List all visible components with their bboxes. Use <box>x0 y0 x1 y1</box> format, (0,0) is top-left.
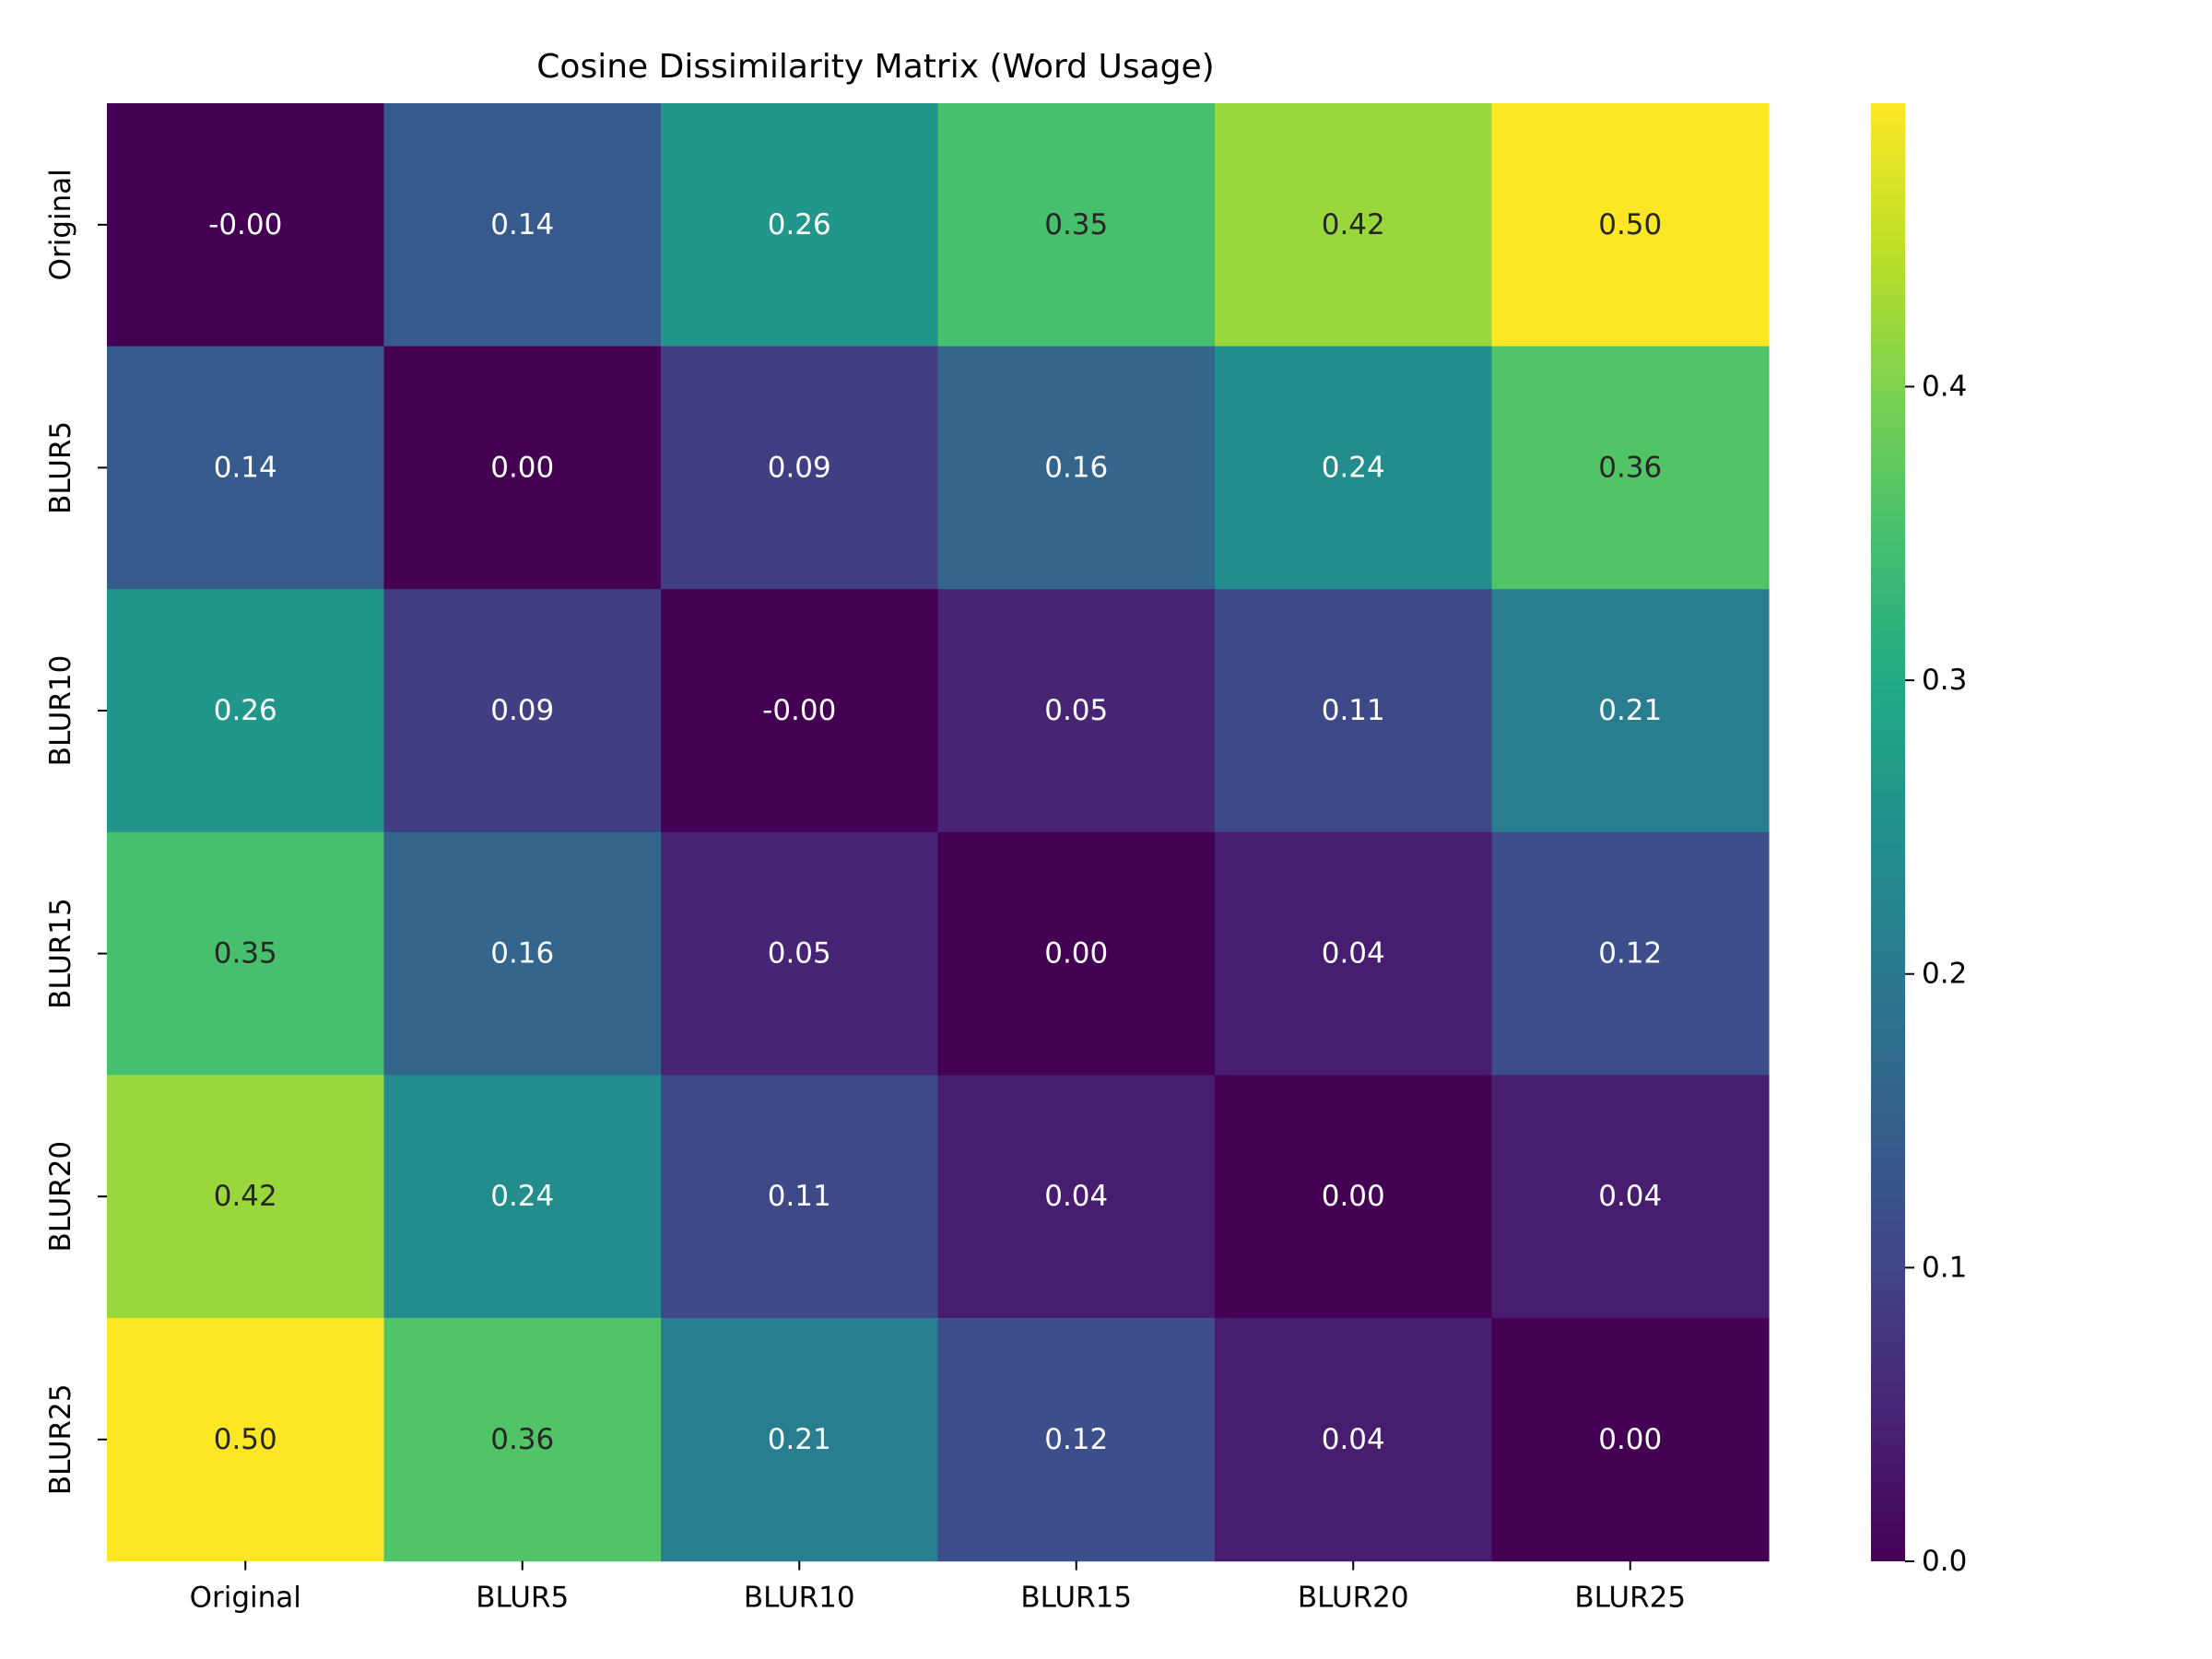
heatmap-cell <box>1215 1318 1493 1562</box>
y-tick-label: BLUR20 <box>44 1141 77 1253</box>
y-tick-label: BLUR5 <box>44 421 77 514</box>
heatmap-cell <box>1215 589 1493 833</box>
cell-value-label: 0.26 <box>768 208 831 241</box>
cell-value-label: 0.16 <box>490 937 554 971</box>
cell-value-label: -0.00 <box>762 694 836 727</box>
heatmap-cell <box>107 346 385 590</box>
heatmap-cell <box>107 831 385 1076</box>
cell-value-label: 0.12 <box>1044 1423 1108 1456</box>
heatmap-cell <box>1491 589 1770 833</box>
heatmap-cell <box>1491 1075 1770 1319</box>
cell-value-label: 0.05 <box>1044 694 1108 727</box>
heatmap-cell <box>1491 103 1770 347</box>
heatmap-cell <box>1215 103 1493 347</box>
x-tick-label: BLUR20 <box>1298 1582 1409 1615</box>
heatmap-cell <box>1215 1075 1493 1319</box>
heatmap-cell-labels: -0.00 0.14 0.26 0.35 0.42 0.50 0.14 0.00 0.09 0.1… <box>208 208 1662 1456</box>
cell-value-label: 0.36 <box>490 1423 554 1456</box>
heatmap-cell <box>383 103 662 347</box>
heatmap-cell <box>1215 831 1493 1076</box>
cell-value-label: 0.42 <box>1322 208 1385 241</box>
heatmap-cell <box>1491 831 1770 1076</box>
cell-value-label: 0.11 <box>1322 694 1385 727</box>
x-tick-label: BLUR15 <box>1020 1582 1132 1615</box>
colorbar-gradient <box>1871 103 1905 1561</box>
colorbar: 0.0 0.1 0.2 0.3 0.4 <box>1871 103 1967 1578</box>
heatmap-cell <box>107 1318 385 1562</box>
cell-value-label: 0.00 <box>1044 937 1108 971</box>
cell-value-label: 0.36 <box>1598 451 1662 484</box>
cell-value-label: -0.00 <box>208 208 282 241</box>
cell-value-label: 0.04 <box>1322 1423 1385 1456</box>
heatmap-cell <box>661 1075 939 1319</box>
heatmap-cell <box>937 346 1216 590</box>
cell-value-label: 0.00 <box>490 451 554 484</box>
heatmap-cell <box>937 831 1216 1076</box>
cell-value-label: 0.09 <box>490 694 554 727</box>
cell-value-label: 0.35 <box>214 937 277 971</box>
heatmap-cell <box>661 1318 939 1562</box>
x-tick-label: BLUR5 <box>476 1582 569 1615</box>
cell-value-label: 0.24 <box>490 1180 554 1213</box>
colorbar-tick-label: 0.0 <box>1922 1545 1967 1578</box>
cell-value-label: 0.12 <box>1598 937 1662 971</box>
heatmap-cells <box>107 103 1770 1562</box>
heatmap-cell <box>937 1075 1216 1319</box>
cell-value-label: 0.04 <box>1598 1180 1662 1213</box>
y-tick-label: BLUR10 <box>44 655 77 767</box>
heatmap-cell <box>383 346 662 590</box>
heatmap-cell <box>383 1318 662 1562</box>
cell-value-label: 0.14 <box>214 451 277 484</box>
cell-value-label: 0.26 <box>214 694 277 727</box>
heatmap-cell <box>107 103 385 347</box>
y-tick-label: BLUR25 <box>44 1383 77 1495</box>
cell-value-label: 0.04 <box>1322 937 1385 971</box>
y-tick-label: BLUR15 <box>44 898 77 1009</box>
y-tick-label: Original <box>44 169 77 280</box>
heatmap-cell <box>661 346 939 590</box>
heatmap-cell <box>1491 346 1770 590</box>
cell-value-label: 0.14 <box>490 208 554 241</box>
heatmap-cell <box>1491 1318 1770 1562</box>
heatmap-cell <box>661 589 939 833</box>
chart-title: Cosine Dissimilarity Matrix (Word Usage) <box>536 48 1214 86</box>
heatmap-cell <box>107 1075 385 1319</box>
heatmap-cell <box>937 103 1216 347</box>
heatmap-cell <box>661 831 939 1076</box>
x-tick-label: Original <box>190 1582 301 1615</box>
cell-value-label: 0.50 <box>214 1423 277 1456</box>
heatmap-cell <box>383 831 662 1076</box>
heatmap-cell <box>937 589 1216 833</box>
x-tick-label: BLUR25 <box>1574 1582 1686 1615</box>
cell-value-label: 0.05 <box>768 937 831 971</box>
colorbar-tick-label: 0.3 <box>1922 664 1967 697</box>
cell-value-label: 0.09 <box>768 451 831 484</box>
colorbar-tick-label: 0.1 <box>1922 1251 1967 1284</box>
cell-value-label: 0.21 <box>1598 694 1662 727</box>
cell-value-label: 0.24 <box>1322 451 1385 484</box>
cell-value-label: 0.00 <box>1322 1180 1385 1213</box>
cell-value-label: 0.35 <box>1044 208 1108 241</box>
heatmap-cell <box>937 1318 1216 1562</box>
cell-value-label: 0.11 <box>768 1180 831 1213</box>
y-axis: Original BLUR5 BLUR10 BLUR15 BLUR20 BLUR25 <box>44 169 107 1495</box>
colorbar-tick-label: 0.4 <box>1922 370 1967 403</box>
colorbar-tick-label: 0.2 <box>1922 958 1967 991</box>
heatmap-cell <box>661 103 939 347</box>
heatmap-cell <box>107 589 385 833</box>
x-axis: Original BLUR5 BLUR10 BLUR15 BLUR20 BLUR25 <box>190 1560 1686 1615</box>
heatmap-cell <box>1215 346 1493 590</box>
x-tick-label: BLUR10 <box>744 1582 855 1615</box>
cell-value-label: 0.50 <box>1598 208 1662 241</box>
cell-value-label: 0.00 <box>1598 1423 1662 1456</box>
cell-value-label: 0.21 <box>768 1423 831 1456</box>
heatmap-cell <box>383 589 662 833</box>
heatmap-cell <box>383 1075 662 1319</box>
cell-value-label: 0.04 <box>1044 1180 1108 1213</box>
cell-value-label: 0.16 <box>1044 451 1108 484</box>
cell-value-label: 0.42 <box>214 1180 277 1213</box>
